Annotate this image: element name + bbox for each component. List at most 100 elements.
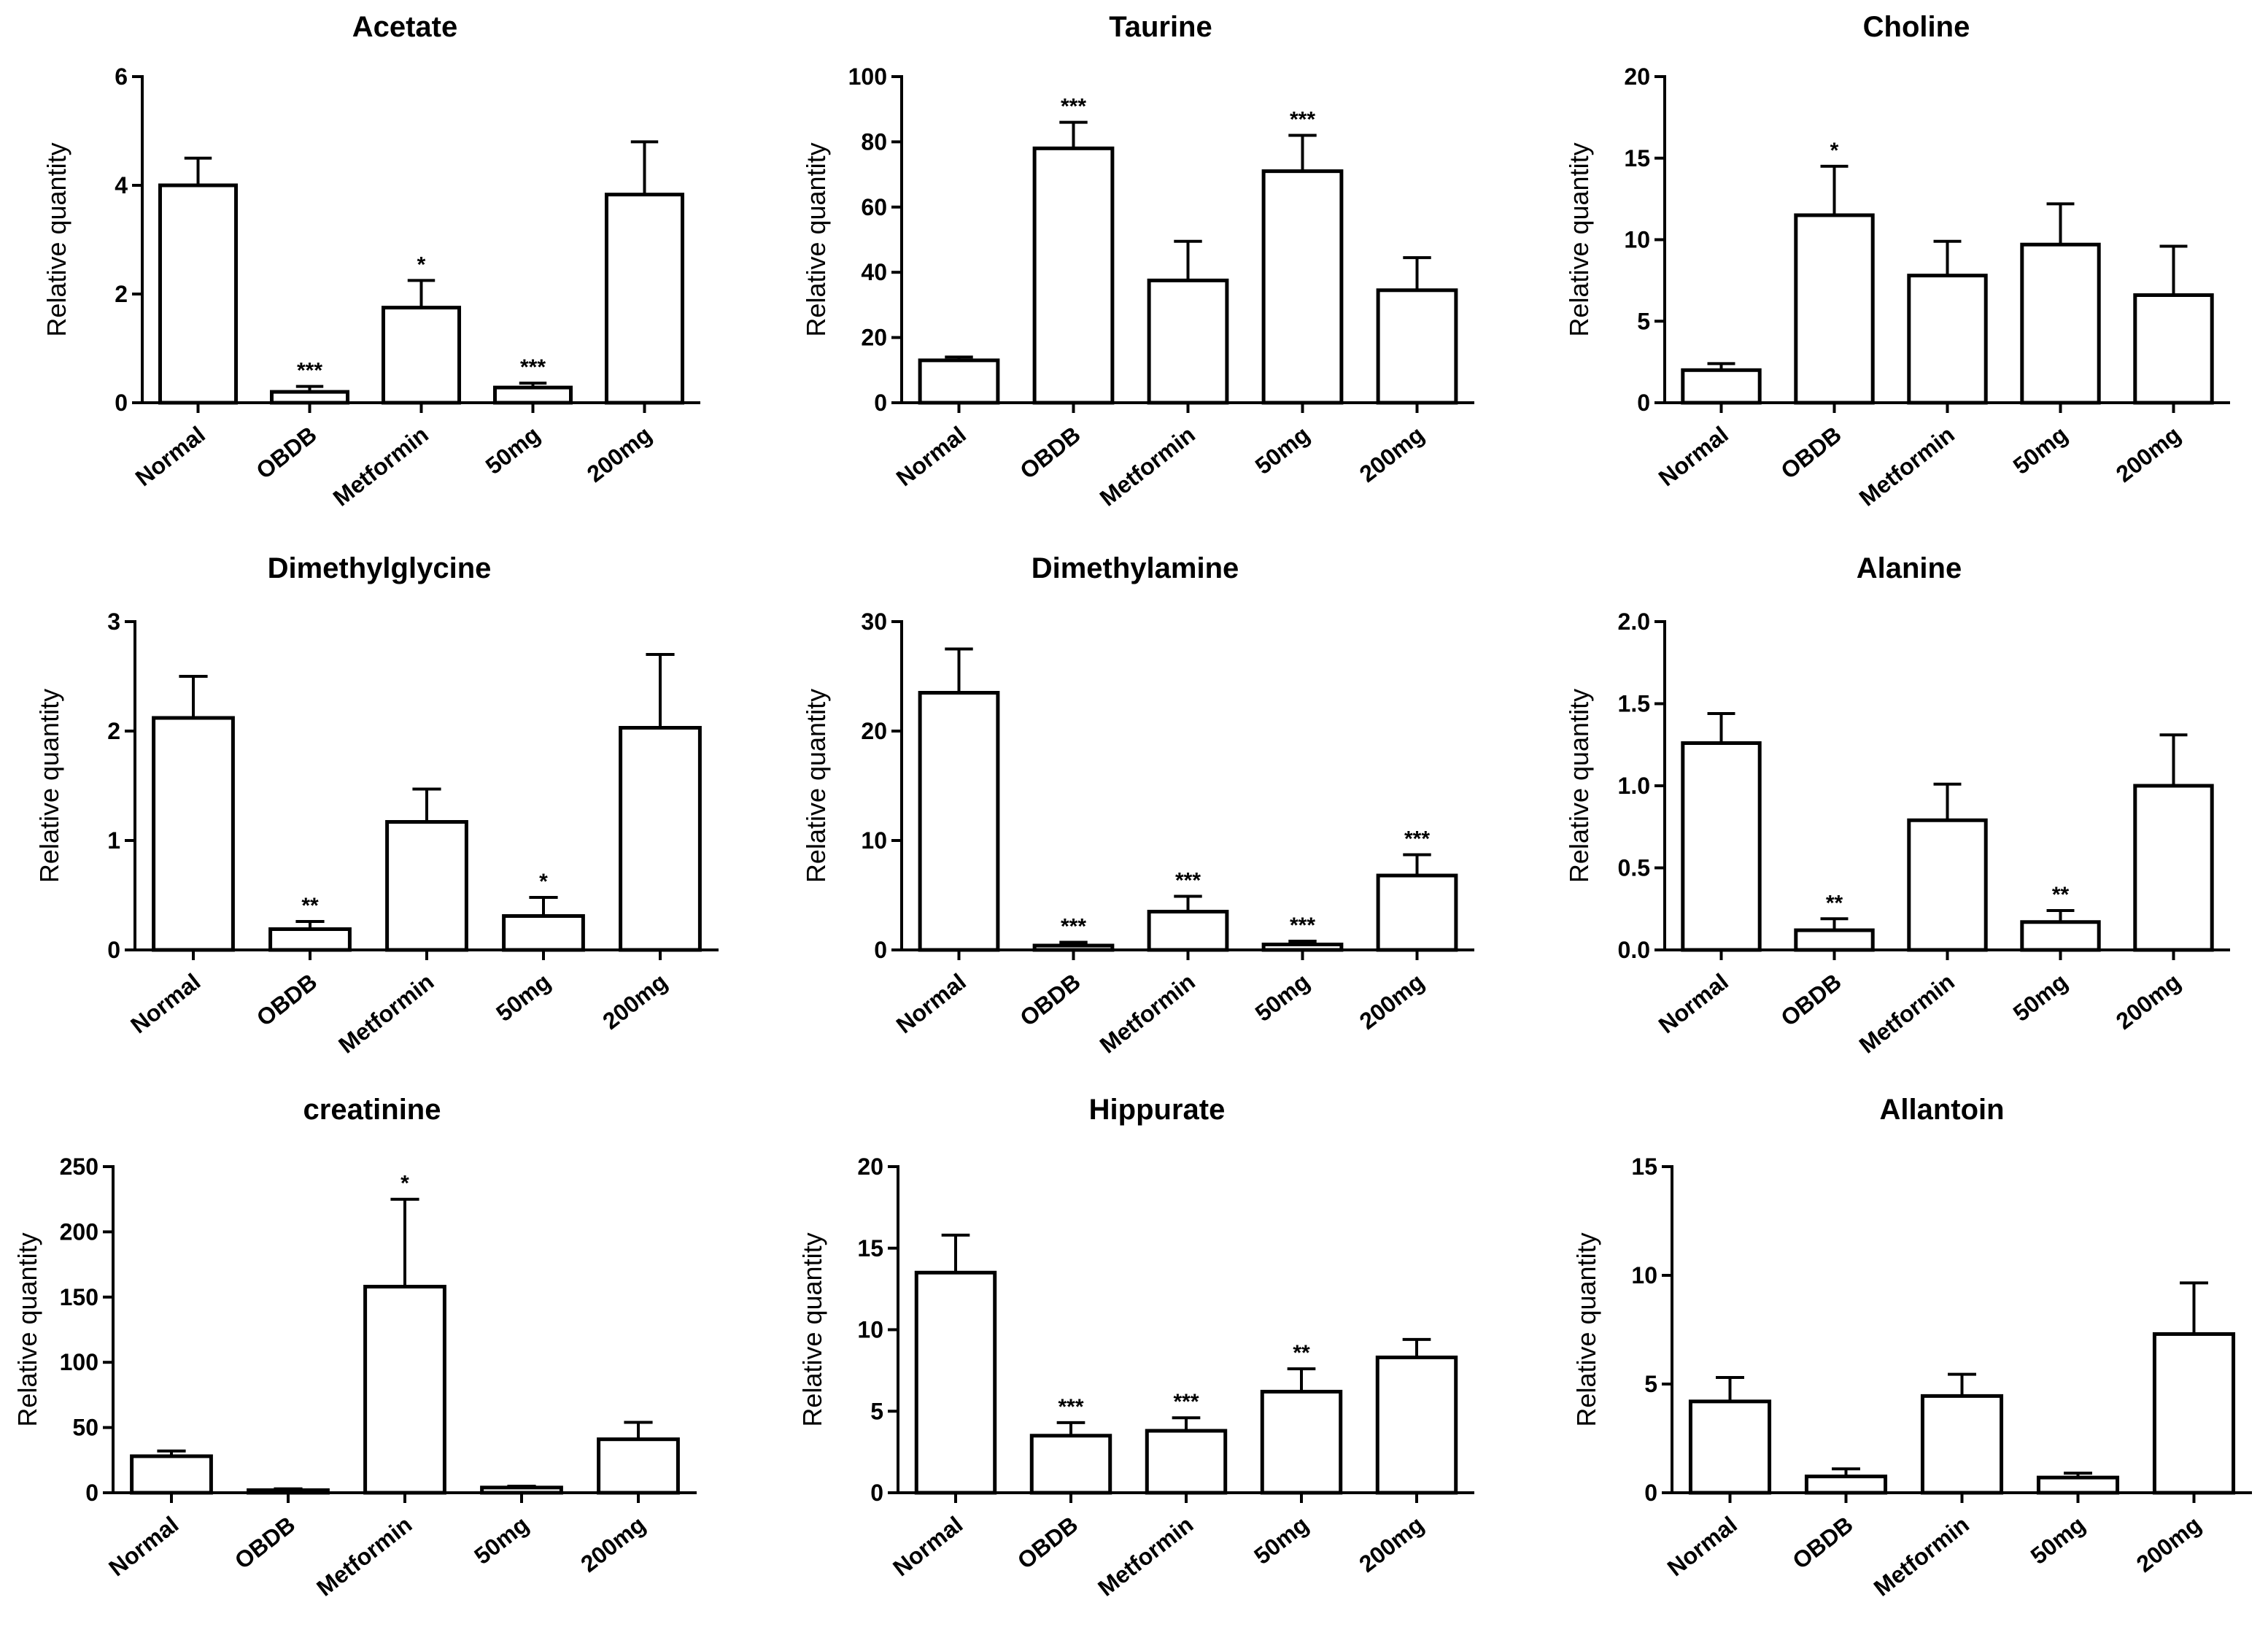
x-tick-label: 50mg (2008, 968, 2072, 1027)
y-tick-label: 0 (870, 1480, 883, 1506)
chart-allantoin: Allantoin Relative quantity 0 5 10 15 Normal OB… (1571, 1094, 2252, 1601)
x-tick-label: OBDB (1015, 421, 1085, 484)
significance-label: *** (1290, 913, 1315, 938)
bar (1032, 943, 1115, 952)
y-tick-label: 15 (857, 1235, 883, 1261)
significance-label: * (400, 1172, 409, 1196)
bar (2152, 1332, 2236, 1495)
y-tick-label: 0.0 (1618, 937, 1650, 963)
panel-dimethylamine: Dimethylamine Relative quantity 0 10 20 30 Nor… (756, 541, 1512, 1083)
bar (1375, 1355, 1458, 1495)
y-tick-label: 2 (107, 718, 120, 744)
chart-hippurate: Hippurate Relative quantity 0 5 10 15 20 Normal… (797, 1094, 1474, 1601)
bar (1145, 1429, 1228, 1495)
bar (2133, 293, 2214, 405)
y-tick-label: 1.5 (1618, 691, 1650, 717)
x-tick-label: Metformin (1095, 968, 1200, 1059)
y-tick-label: 2.0 (1618, 608, 1650, 635)
bar (597, 1437, 680, 1495)
bar (385, 820, 468, 952)
y-tick-label: 10 (857, 1317, 883, 1343)
x-tick-label: OBDB (230, 1511, 300, 1574)
significance-label: * (1830, 139, 1839, 163)
x-tick-label: Metformin (1095, 421, 1200, 511)
chart-dimethylglycine: Dimethylglycine Relative quantity 0 1 2 3 Norm… (34, 552, 719, 1059)
y-tick-label: 10 (1631, 1262, 1657, 1288)
panel-allantoin: Allantoin Relative quantity 0 5 10 15 Normal OB… (1512, 1083, 2268, 1623)
y-tick-label: 80 (861, 128, 887, 155)
y-tick-label: 6 (115, 63, 128, 90)
chart-title: Choline (1863, 11, 1970, 43)
bar (918, 358, 1000, 405)
y-axis-label: Relative quantity (1564, 689, 1594, 883)
y-tick-label: 15 (1624, 145, 1650, 171)
x-tick-label: 50mg (1250, 421, 1315, 479)
bar (1029, 1434, 1112, 1495)
x-tick-label: 200mg (2111, 968, 2186, 1035)
chart-choline: Choline Relative quantity 0 5 10 15 20 Normal * O… (1564, 11, 2230, 511)
bar (502, 914, 585, 952)
x-tick-label: Metformin (1854, 968, 1959, 1059)
bar (914, 1270, 997, 1495)
y-tick-label: 100 (848, 63, 887, 90)
y-tick-label: 1.0 (1618, 773, 1650, 799)
x-tick-label: 200mg (597, 968, 672, 1035)
y-tick-label: 150 (60, 1284, 98, 1310)
bar (1681, 368, 1762, 405)
bar (604, 193, 685, 405)
x-tick-label: OBDB (1015, 968, 1085, 1031)
y-axis-label: Relative quantity (12, 1232, 42, 1426)
y-tick-label: 5 (1644, 1371, 1657, 1397)
x-tick-label: Metformin (311, 1511, 417, 1601)
bar (1681, 741, 1762, 952)
y-tick-label: 20 (1624, 63, 1650, 90)
bar (1261, 169, 1344, 405)
x-tick-label: Metformin (328, 421, 433, 511)
chart-title: Dimethylglycine (268, 552, 492, 584)
significance-label: *** (1061, 95, 1086, 119)
significance-label: * (539, 870, 548, 894)
chart-creatinine: creatinine Relative quantity 0 50 100 150 200 2… (12, 1094, 697, 1601)
y-tick-label: 40 (861, 259, 887, 285)
x-tick-label: 200mg (1355, 421, 1429, 487)
y-tick-label: 20 (861, 718, 887, 744)
y-tick-label: 0 (1637, 390, 1650, 416)
x-tick-label: 50mg (1250, 968, 1315, 1027)
y-tick-label: 20 (857, 1153, 883, 1180)
significance-label: *** (1404, 827, 1430, 851)
bar (1920, 1394, 2004, 1495)
bar (1794, 928, 1875, 952)
chart-title: Hippurate (1089, 1094, 1226, 1126)
y-tick-label: 250 (60, 1153, 98, 1180)
y-tick-label: 1 (107, 827, 120, 854)
x-tick-label: Normal (891, 968, 971, 1038)
x-tick-label: Normal (1654, 968, 1733, 1038)
x-tick-label: 50mg (1249, 1511, 1313, 1569)
x-tick-label: Metformin (1854, 421, 1959, 511)
x-tick-label: Normal (888, 1511, 967, 1581)
y-tick-label: 3 (107, 608, 120, 635)
y-tick-label: 200 (60, 1218, 98, 1245)
bar (1147, 278, 1229, 405)
x-tick-label: 200mg (2111, 421, 2186, 487)
bar (1376, 288, 1458, 405)
x-tick-label: OBDB (1776, 421, 1846, 484)
bar (2020, 242, 2101, 405)
bar (2036, 1475, 2120, 1495)
x-tick-label: Normal (131, 421, 210, 491)
significance-label: *** (297, 359, 322, 383)
bar (152, 716, 235, 952)
x-tick-label: 50mg (2026, 1511, 2090, 1569)
x-tick-label: 200mg (576, 1511, 650, 1577)
bar (1804, 1475, 1888, 1495)
bar (269, 390, 350, 405)
x-tick-label: OBDB (1013, 1511, 1083, 1574)
y-tick-label: 5 (1637, 308, 1650, 334)
x-tick-label: 200mg (1354, 1511, 1428, 1577)
y-axis-label: Relative quantity (801, 689, 831, 883)
y-tick-label: 0 (874, 937, 887, 963)
x-tick-label: OBDB (251, 421, 321, 484)
x-tick-label: Normal (1663, 1511, 1742, 1581)
panel-taurine: Taurine Relative quantity 0 20 40 60 80 100 Norm… (756, 0, 1512, 541)
y-tick-label: 0 (115, 390, 128, 416)
